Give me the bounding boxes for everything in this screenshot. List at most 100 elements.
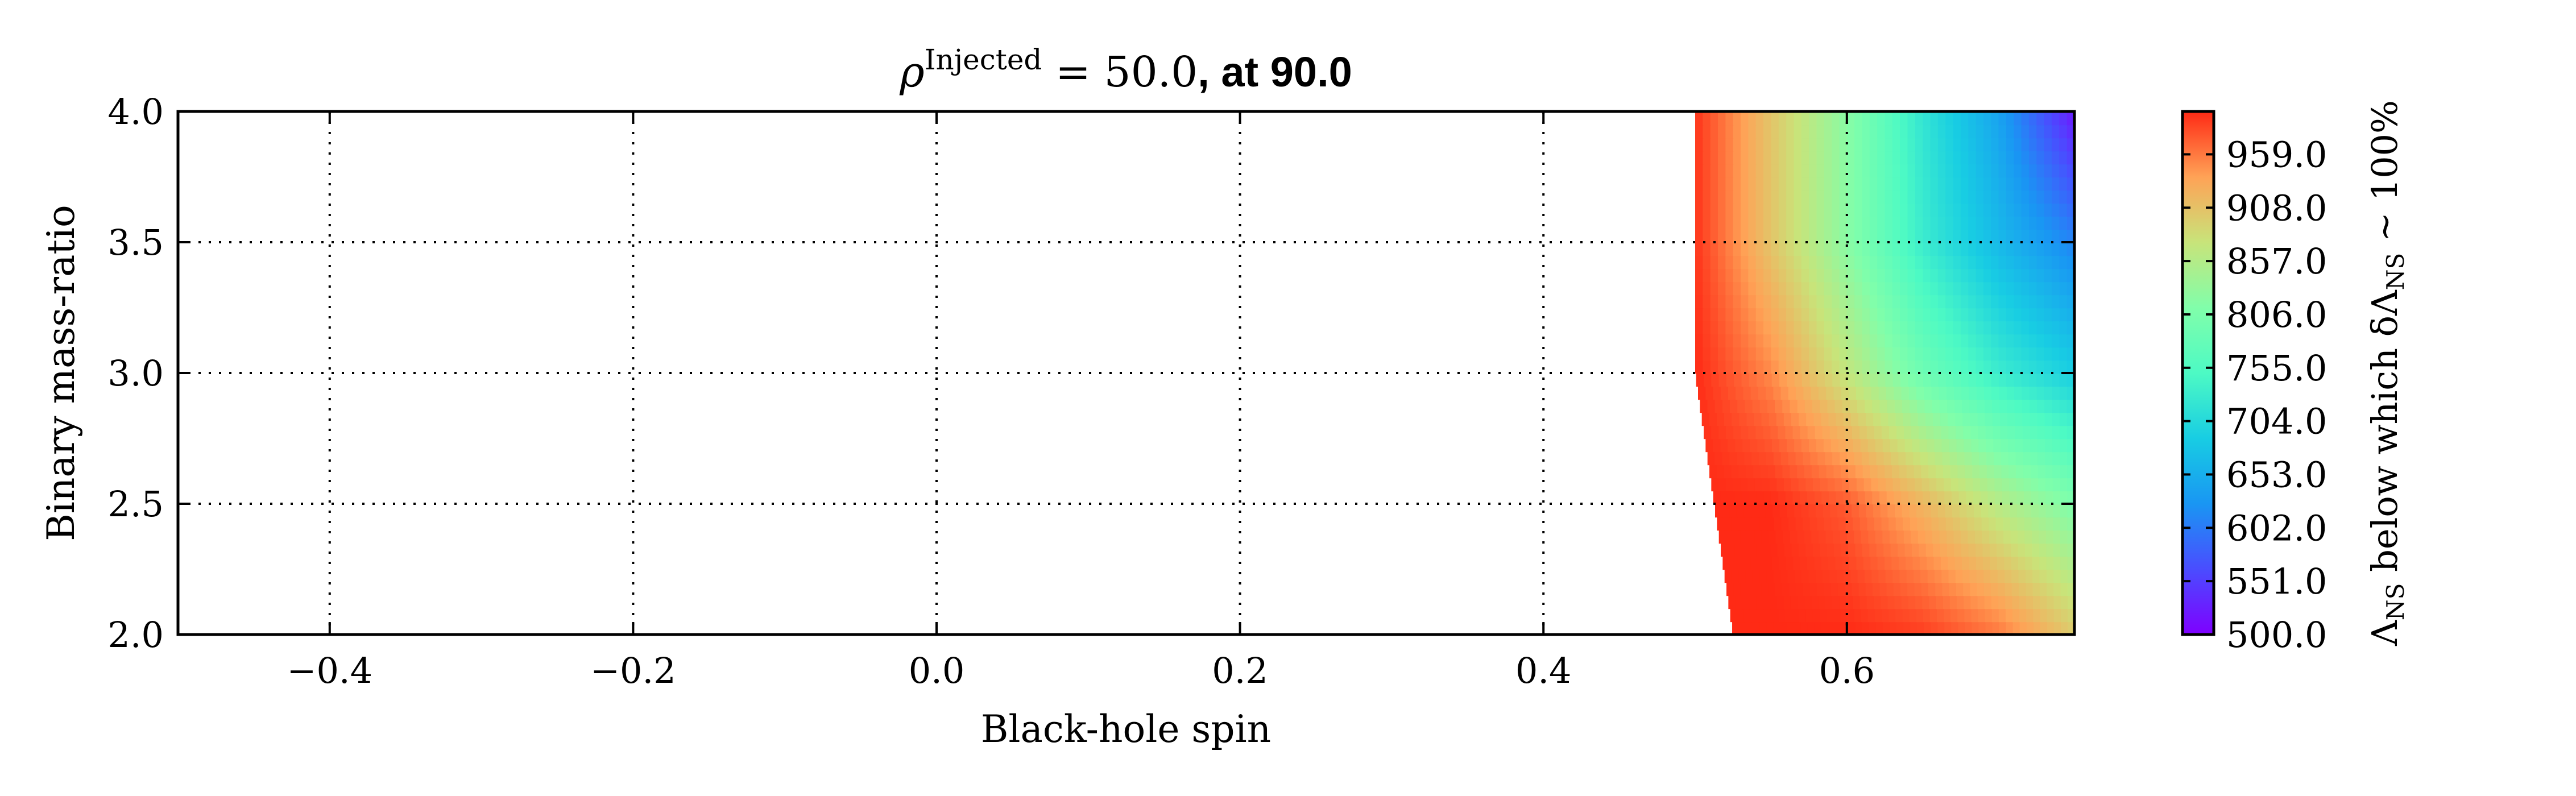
heatmap-cell [1998, 151, 2007, 165]
heatmap-cell [1816, 164, 1825, 178]
heatmap-cell [1763, 242, 1772, 256]
heatmap-cell [1938, 373, 1947, 387]
heatmap-cell [2036, 190, 2045, 204]
heatmap-cell [1724, 465, 1732, 479]
heatmap-cell [2005, 608, 2014, 623]
heatmap-cell [1747, 530, 1755, 544]
heatmap-cell [1923, 321, 1931, 335]
heatmap-cell [1907, 111, 1916, 126]
heatmap-cell [1748, 334, 1757, 348]
heatmap-cell [1960, 203, 1969, 217]
heatmap-cell [1869, 347, 1878, 361]
heatmap-cell [1732, 621, 1740, 635]
heatmap-cell [2051, 151, 2060, 165]
heatmap-cell [1866, 595, 1875, 610]
heatmap-cell [1771, 255, 1779, 270]
heatmap-cell [2044, 425, 2053, 440]
heatmap-cell [1991, 281, 1999, 296]
heatmap-cell [1937, 111, 1947, 126]
heatmap-cell [1778, 281, 1787, 296]
heatmap-cell [1824, 281, 1833, 296]
heatmap-cell [1801, 334, 1810, 348]
heatmap-cell [1763, 281, 1772, 296]
heatmap-cell [2005, 595, 2013, 610]
heatmap-cell [1945, 295, 1954, 309]
heatmap-cell [2028, 268, 2037, 283]
heatmap-cell [1986, 465, 1995, 479]
heatmap-cell [2066, 216, 2074, 230]
heatmap-cell [2022, 425, 2031, 440]
heatmap-cell [1748, 281, 1757, 296]
heatmap-cell [1733, 281, 1742, 296]
heatmap-cell [1983, 281, 1992, 296]
heatmap-cell [1835, 556, 1843, 570]
colorbar-label: ΛNS below which δΛNS ∼ 100% [2364, 100, 2409, 646]
x-tick-label: 0.0 [909, 650, 965, 691]
heatmap-cell [2021, 255, 2030, 270]
heatmap-cell [1863, 556, 1871, 570]
heatmap-cell [2051, 255, 2060, 270]
heatmap-cell [1957, 465, 1966, 479]
heatmap-cell [1710, 268, 1719, 283]
heatmap-cell [1824, 517, 1832, 531]
heatmap-cell [1775, 530, 1784, 544]
heatmap-cell [1846, 451, 1856, 466]
heatmap-cell [1892, 203, 1901, 217]
heatmap-cell [2059, 242, 2068, 256]
heatmap-cell [1998, 138, 2007, 152]
heatmap-cell [1945, 190, 1954, 204]
heatmap-cell [1985, 608, 1993, 623]
heatmap-cell [1797, 465, 1805, 479]
heatmap-cell [1796, 386, 1804, 400]
heatmap-cell [1976, 190, 1985, 204]
heatmap-cell [1832, 164, 1840, 178]
heatmap-cell [1808, 569, 1816, 583]
heatmap-cell [1885, 125, 1894, 139]
heatmap-cell [1968, 308, 1977, 322]
heatmap-cell [1747, 478, 1756, 492]
heatmap-cell [1707, 451, 1716, 466]
heatmap-cell [1755, 321, 1765, 335]
heatmap-cell [1809, 125, 1817, 139]
heatmap-cell [1907, 281, 1916, 296]
heatmap-cell [1910, 399, 1918, 413]
heatmap-cell [2044, 281, 2053, 296]
heatmap-cell [2067, 451, 2074, 466]
heatmap-cell [1963, 425, 1972, 440]
heatmap-cell [1771, 360, 1779, 374]
heatmap-cell [1779, 373, 1788, 387]
heatmap-cell [2028, 111, 2037, 126]
heatmap-cell [1787, 504, 1795, 518]
heatmap-cell [1885, 190, 1894, 204]
heatmap-cell [1741, 190, 1749, 204]
heatmap-cell [1718, 177, 1726, 191]
heatmap-cell [1824, 203, 1833, 217]
heatmap-cell [1992, 621, 2000, 635]
heatmap-cell [1892, 111, 1901, 126]
heatmap-cell [2066, 334, 2074, 348]
heatmap-cell [1780, 569, 1788, 583]
heatmap-cell [1725, 255, 1734, 270]
heatmap-cell [1923, 164, 1931, 178]
heatmap-cell [2010, 517, 2018, 531]
heatmap-cell [1755, 138, 1765, 152]
heatmap-cell [1937, 164, 1947, 178]
heatmap-cell [2051, 203, 2060, 217]
heatmap-cell [1794, 360, 1802, 374]
heatmap-cell [1888, 412, 1896, 426]
heatmap-cell [2060, 608, 2069, 623]
heatmap-cell [1737, 556, 1745, 570]
heatmap-cell [1839, 595, 1847, 610]
heatmap-cell [1900, 360, 1908, 374]
heatmap-cell [1939, 517, 1947, 531]
heatmap-cell [1983, 151, 1992, 165]
heatmap-cell [1816, 229, 1825, 243]
heatmap-cell [2059, 308, 2068, 322]
heatmap-cell [1869, 268, 1878, 283]
heatmap-cell [2066, 308, 2074, 322]
heatmap-cell [1832, 138, 1840, 152]
heatmap-cell [1771, 347, 1779, 361]
heatmap-cell [2059, 268, 2068, 283]
heatmap-cell [1771, 321, 1779, 335]
heatmap-cell [2010, 504, 2018, 518]
